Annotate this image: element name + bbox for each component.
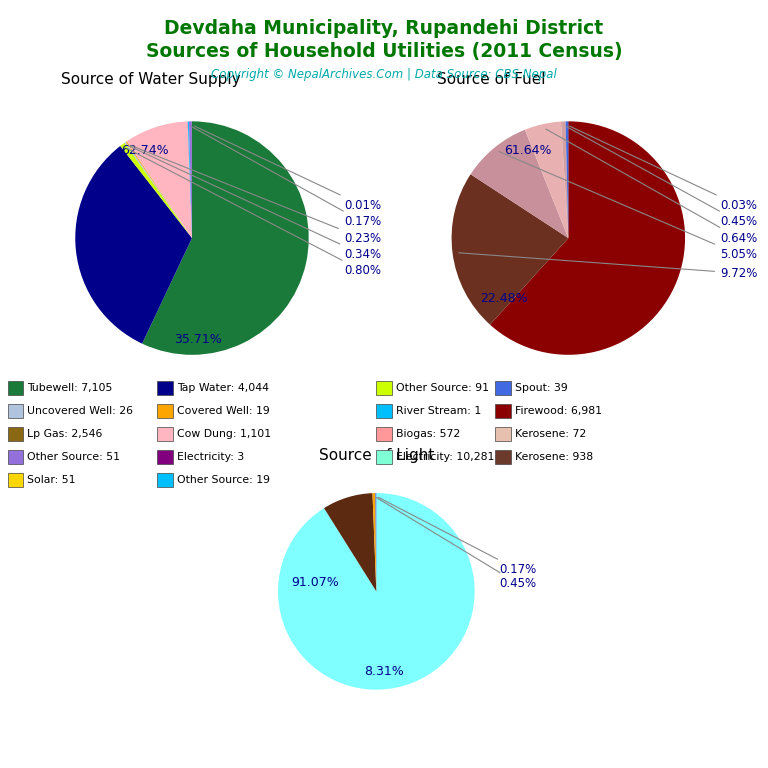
Text: Firewood: 6,981: Firewood: 6,981 <box>515 406 601 416</box>
Text: Tap Water: 4,044: Tap Water: 4,044 <box>177 382 269 393</box>
Wedge shape <box>565 121 568 238</box>
Wedge shape <box>75 146 192 343</box>
Text: Solar: 51: Solar: 51 <box>27 475 75 485</box>
Wedge shape <box>452 174 568 325</box>
Text: 0.80%: 0.80% <box>127 148 381 277</box>
Wedge shape <box>372 493 376 591</box>
Text: Source of Water Supply: Source of Water Supply <box>61 72 240 87</box>
Text: 9.72%: 9.72% <box>458 253 757 280</box>
Text: Electricity: 3: Electricity: 3 <box>177 452 244 462</box>
Text: Sources of Household Utilities (2011 Census): Sources of Household Utilities (2011 Cen… <box>146 42 622 61</box>
Text: Devdaha Municipality, Rupandehi District: Devdaha Municipality, Rupandehi District <box>164 19 604 38</box>
Wedge shape <box>490 121 685 355</box>
Text: River Stream: 1: River Stream: 1 <box>396 406 481 416</box>
Wedge shape <box>124 142 192 238</box>
Text: 0.34%: 0.34% <box>130 147 381 261</box>
Wedge shape <box>142 121 309 355</box>
Text: Covered Well: 19: Covered Well: 19 <box>177 406 270 416</box>
Text: Cow Dung: 1,101: Cow Dung: 1,101 <box>177 429 271 439</box>
Text: Spout: 39: Spout: 39 <box>515 382 568 393</box>
Wedge shape <box>127 121 192 238</box>
Text: Other Source: 19: Other Source: 19 <box>177 475 270 485</box>
Wedge shape <box>278 493 475 690</box>
Text: 8.31%: 8.31% <box>364 665 404 678</box>
Text: Source of Fuel: Source of Fuel <box>437 72 545 87</box>
Text: 61.64%: 61.64% <box>504 144 551 157</box>
Text: 0.01%: 0.01% <box>194 126 381 212</box>
Text: Copyright © NepalArchives.Com | Data Source: CBS Nepal: Copyright © NepalArchives.Com | Data Sou… <box>211 68 557 81</box>
Text: 5.05%: 5.05% <box>499 151 757 261</box>
Text: 62.74%: 62.74% <box>121 144 169 157</box>
Text: 22.48%: 22.48% <box>480 293 528 306</box>
Wedge shape <box>126 141 192 238</box>
Text: Other Source: 91: Other Source: 91 <box>396 382 488 393</box>
Text: 0.17%: 0.17% <box>379 498 537 576</box>
Text: 0.45%: 0.45% <box>566 126 757 228</box>
Text: Kerosene: 72: Kerosene: 72 <box>515 429 586 439</box>
Text: Lp Gas: 2,546: Lp Gas: 2,546 <box>27 429 102 439</box>
Text: 0.45%: 0.45% <box>376 498 536 590</box>
Text: Tubewell: 7,105: Tubewell: 7,105 <box>27 382 112 393</box>
Text: 0.03%: 0.03% <box>569 126 757 212</box>
Text: Other Source: 51: Other Source: 51 <box>27 452 120 462</box>
Wedge shape <box>189 121 192 238</box>
Text: 0.17%: 0.17% <box>191 126 381 228</box>
Text: 0.64%: 0.64% <box>546 129 757 244</box>
Wedge shape <box>471 130 568 238</box>
Text: Kerosene: 938: Kerosene: 938 <box>515 452 593 462</box>
Text: 91.07%: 91.07% <box>292 577 339 590</box>
Title: Source of Light: Source of Light <box>319 449 434 463</box>
Wedge shape <box>121 143 192 238</box>
Text: Electricity: 10,281: Electricity: 10,281 <box>396 452 494 462</box>
Wedge shape <box>525 121 568 238</box>
Wedge shape <box>561 121 568 238</box>
Wedge shape <box>188 121 192 238</box>
Wedge shape <box>324 493 376 591</box>
Text: 0.23%: 0.23% <box>131 145 381 244</box>
Text: Biogas: 572: Biogas: 572 <box>396 429 460 439</box>
Wedge shape <box>187 121 192 238</box>
Text: 35.71%: 35.71% <box>174 333 222 346</box>
Text: Uncovered Well: 26: Uncovered Well: 26 <box>27 406 133 416</box>
